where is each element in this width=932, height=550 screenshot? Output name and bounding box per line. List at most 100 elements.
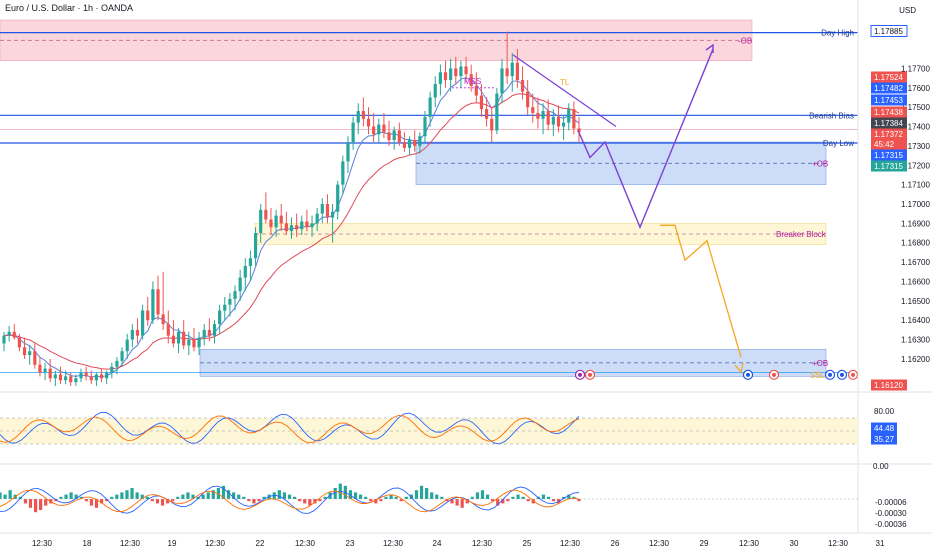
x-tick-label: 12:30 bbox=[472, 539, 493, 548]
price-tag-label: 1.17315 bbox=[874, 162, 903, 171]
candle bbox=[202, 329, 206, 338]
macd-bar bbox=[348, 490, 353, 499]
event-icon-dot bbox=[840, 372, 844, 377]
macd-bar bbox=[206, 492, 210, 499]
candle bbox=[484, 109, 489, 119]
candle bbox=[572, 109, 576, 129]
oscillator-tag bbox=[871, 422, 897, 434]
candle bbox=[310, 223, 314, 228]
y-tick-label: 1.16400 bbox=[901, 316, 930, 325]
macd-bar bbox=[64, 494, 68, 499]
candle bbox=[413, 140, 417, 146]
candle bbox=[135, 329, 140, 336]
macd-bar bbox=[226, 490, 231, 499]
macd-bar bbox=[120, 492, 124, 499]
candle bbox=[64, 376, 68, 381]
macd-tag bbox=[871, 496, 911, 508]
candle bbox=[387, 132, 391, 141]
macd-bar bbox=[353, 492, 358, 499]
candle bbox=[48, 368, 52, 379]
macd-bar bbox=[475, 492, 480, 499]
ssl-label: SSL bbox=[810, 371, 826, 380]
macd-bar bbox=[257, 499, 261, 502]
macd-bar bbox=[69, 492, 73, 499]
macd-bar bbox=[374, 499, 378, 504]
candle bbox=[500, 68, 504, 94]
candle bbox=[192, 339, 196, 348]
candle bbox=[459, 66, 463, 77]
macd-bar bbox=[79, 496, 83, 499]
price-tag-label: 45:42 bbox=[874, 140, 895, 149]
candle bbox=[253, 233, 258, 259]
macd-bar bbox=[166, 499, 170, 504]
candle bbox=[166, 324, 170, 336]
macd-bar bbox=[181, 494, 185, 499]
macd-bar bbox=[450, 499, 454, 504]
macd-line bbox=[0, 485, 580, 514]
candle bbox=[361, 111, 365, 119]
macd-signal-line bbox=[0, 489, 580, 513]
candle bbox=[423, 116, 427, 137]
candle bbox=[120, 351, 124, 361]
candle bbox=[151, 289, 155, 321]
candle bbox=[161, 314, 165, 325]
macd-bar bbox=[333, 488, 337, 499]
level-label: Bearish Bias bbox=[809, 111, 854, 120]
candle bbox=[187, 339, 191, 346]
macd-bar bbox=[567, 494, 571, 499]
candle bbox=[79, 372, 83, 379]
candle bbox=[382, 124, 386, 133]
candle bbox=[449, 68, 453, 81]
macd-bar bbox=[480, 490, 485, 499]
event-icon-dot bbox=[772, 372, 776, 377]
event-icon-dot bbox=[578, 372, 582, 377]
x-tick-label: 12:30 bbox=[649, 539, 670, 548]
candle bbox=[110, 366, 114, 373]
candle bbox=[546, 111, 550, 125]
macd-bar bbox=[23, 499, 27, 504]
macd-bar bbox=[460, 499, 464, 508]
candle bbox=[320, 204, 324, 214]
zone-label: +OB bbox=[812, 359, 828, 368]
macd-bar bbox=[455, 499, 459, 506]
macd-bar bbox=[465, 499, 469, 504]
macd-bar bbox=[287, 494, 292, 499]
candle bbox=[315, 213, 319, 224]
candle bbox=[130, 329, 134, 340]
candle bbox=[141, 310, 145, 336]
macd-label: -0.00006 bbox=[875, 498, 907, 507]
macd-bar bbox=[552, 499, 556, 502]
candle bbox=[330, 211, 335, 218]
price-tag-label: 1.17384 bbox=[874, 119, 903, 128]
candle bbox=[223, 304, 227, 311]
macd-bar bbox=[577, 499, 581, 502]
macd-bar bbox=[292, 496, 297, 499]
macd-bar bbox=[318, 499, 322, 502]
candle bbox=[402, 142, 407, 148]
macd-bar bbox=[313, 499, 317, 504]
candle bbox=[526, 91, 530, 108]
macd-bar bbox=[252, 499, 256, 504]
macd-bar bbox=[485, 494, 490, 499]
y-tick-label: 1.17300 bbox=[901, 142, 930, 151]
candle bbox=[89, 376, 93, 381]
macd-bar bbox=[140, 494, 144, 499]
macd-bar bbox=[506, 499, 510, 502]
y-tick-label: 1.16500 bbox=[901, 297, 930, 306]
price-tag bbox=[871, 160, 907, 172]
y-tick-label: 1.16800 bbox=[901, 239, 930, 248]
macd-bar bbox=[323, 496, 327, 499]
y-tick-label: 1.17000 bbox=[901, 200, 930, 209]
macd-bar bbox=[160, 499, 165, 506]
macd-bar bbox=[171, 499, 175, 502]
zone-label: Breaker Block bbox=[776, 230, 827, 239]
candle bbox=[279, 215, 283, 224]
candle bbox=[490, 118, 494, 131]
price-tag bbox=[871, 94, 907, 106]
y-tick-label: 1.16300 bbox=[901, 336, 930, 345]
candle bbox=[305, 221, 309, 228]
candle bbox=[84, 372, 88, 377]
macd-bar bbox=[419, 485, 424, 499]
candle bbox=[259, 209, 263, 234]
